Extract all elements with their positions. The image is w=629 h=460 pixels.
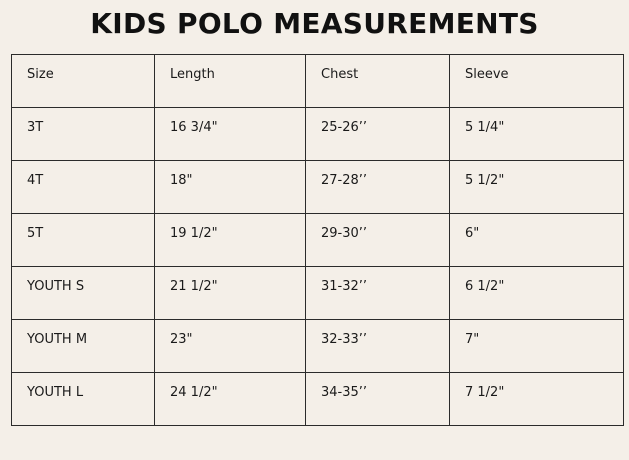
table-body: 3T 16 3/4" 25-26’’ 5 1/4" 4T 18" 27-28’’ 5 1/2"… — [11, 107, 624, 426]
table-cell: 4T — [11, 160, 155, 214]
table-row: YOUTH S 21 1/2" 31-32’’ 6 1/2" — [11, 266, 624, 320]
table-row: YOUTH L 24 1/2" 34-35’’ 7 1/2" — [11, 372, 624, 426]
table-cell: 27-28’’ — [305, 160, 450, 214]
table-cell: 25-26’’ — [305, 107, 450, 161]
table-cell: YOUTH S — [11, 266, 155, 320]
table-cell: 16 3/4" — [154, 107, 306, 161]
page-title: KIDS POLO MEASUREMENTS — [90, 7, 539, 40]
table-cell: YOUTH L — [11, 372, 155, 426]
table-cell: 5T — [11, 213, 155, 267]
table-row: 5T 19 1/2" 29-30’’ 6" — [11, 213, 624, 267]
table-cell: 7" — [449, 319, 624, 373]
table-cell: 23" — [154, 319, 306, 373]
table-cell: 21 1/2" — [154, 266, 306, 320]
table-cell: 18" — [154, 160, 306, 214]
measurements-table: Size Length Chest Sleeve 3T 16 3/4" 25-26’’ 5 … — [11, 54, 624, 426]
table-cell: 3T — [11, 107, 155, 161]
table-cell: YOUTH M — [11, 319, 155, 373]
table-cell: 5 1/4" — [449, 107, 624, 161]
header-row: Size Length Chest Sleeve — [11, 54, 624, 108]
table-cell: 31-32’’ — [305, 266, 450, 320]
column-header: Chest — [305, 54, 450, 108]
table-row: 4T 18" 27-28’’ 5 1/2" — [11, 160, 624, 214]
column-header: Length — [154, 54, 306, 108]
table-cell: 6 1/2" — [449, 266, 624, 320]
table-head: Size Length Chest Sleeve — [11, 54, 624, 108]
table-cell: 7 1/2" — [449, 372, 624, 426]
table-row: YOUTH M 23" 32-33’’ 7" — [11, 319, 624, 373]
table-cell: 6" — [449, 213, 624, 267]
table-cell: 19 1/2" — [154, 213, 306, 267]
column-header: Sleeve — [449, 54, 624, 108]
table-cell: 5 1/2" — [449, 160, 624, 214]
table-cell: 32-33’’ — [305, 319, 450, 373]
table-cell: 24 1/2" — [154, 372, 306, 426]
table-cell: 34-35’’ — [305, 372, 450, 426]
column-header: Size — [11, 54, 155, 108]
table-cell: 29-30’’ — [305, 213, 450, 267]
table-row: 3T 16 3/4" 25-26’’ 5 1/4" — [11, 107, 624, 161]
